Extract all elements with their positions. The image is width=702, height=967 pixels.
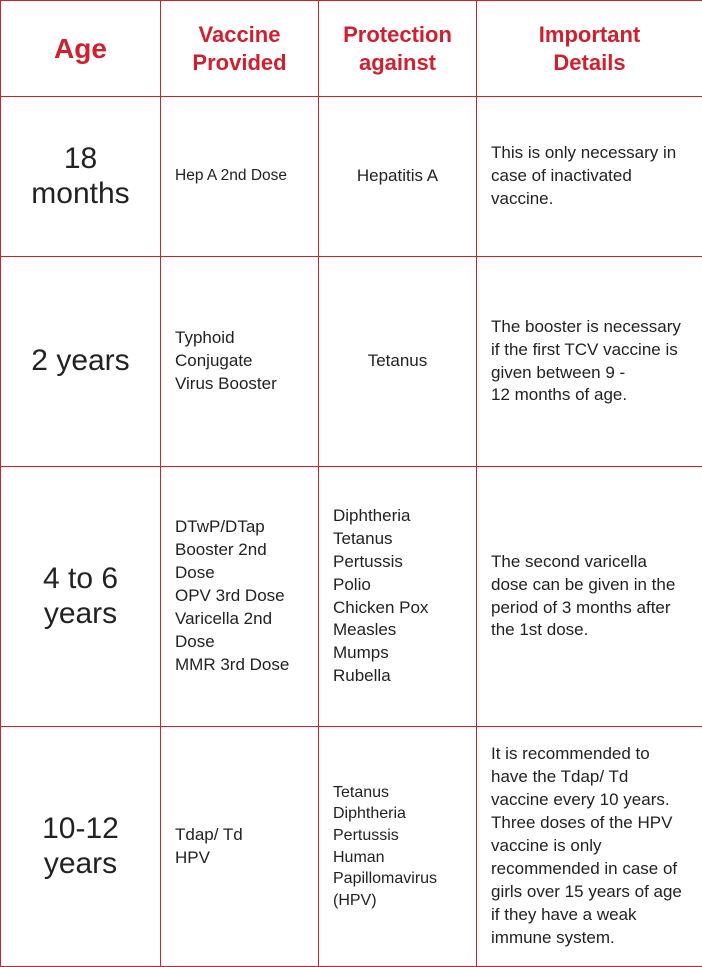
table-row: 2 years Typhoid Conjugate Virus Booster … [1,257,702,467]
age-cell: 10-12 years [1,727,161,967]
vaccine-cell: Typhoid Conjugate Virus Booster [161,257,319,467]
table-row: 10-12 years Tdap/ Td HPV Tetanus Diphthe… [1,727,702,967]
col-header-protection: Protection against [319,1,477,97]
protection-cell: Diphtheria Tetanus Pertussis Polio Chick… [319,467,477,727]
details-cell: The second varicella dose can be given i… [477,467,702,727]
protection-cell: Tetanus Diphtheria Pertussis Human Papil… [319,727,477,967]
col-header-vaccine: Vaccine Provided [161,1,319,97]
col-header-age: Age [1,1,161,97]
vaccine-schedule-table: Age Vaccine Provided Protection against … [0,0,702,967]
age-cell: 2 years [1,257,161,467]
table-row: 4 to 6 years DTwP/DTap Booster 2nd Dose … [1,467,702,727]
details-cell: The booster is necessary if the first TC… [477,257,702,467]
table-header: Age Vaccine Provided Protection against … [1,1,702,97]
table-row: 18 months Hep A 2nd Dose Hepatitis A Thi… [1,97,702,257]
vaccine-cell: DTwP/DTap Booster 2nd Dose OPV 3rd Dose … [161,467,319,727]
vaccine-cell: Hep A 2nd Dose [161,97,319,257]
protection-cell: Tetanus [319,257,477,467]
details-cell: This is only necessary in case of inacti… [477,97,702,257]
details-cell: It is recommended to have the Tdap/ Td v… [477,727,702,967]
col-header-details: Important Details [477,1,702,97]
age-cell: 4 to 6 years [1,467,161,727]
vaccine-cell: Tdap/ Td HPV [161,727,319,967]
age-cell: 18 months [1,97,161,257]
protection-cell: Hepatitis A [319,97,477,257]
